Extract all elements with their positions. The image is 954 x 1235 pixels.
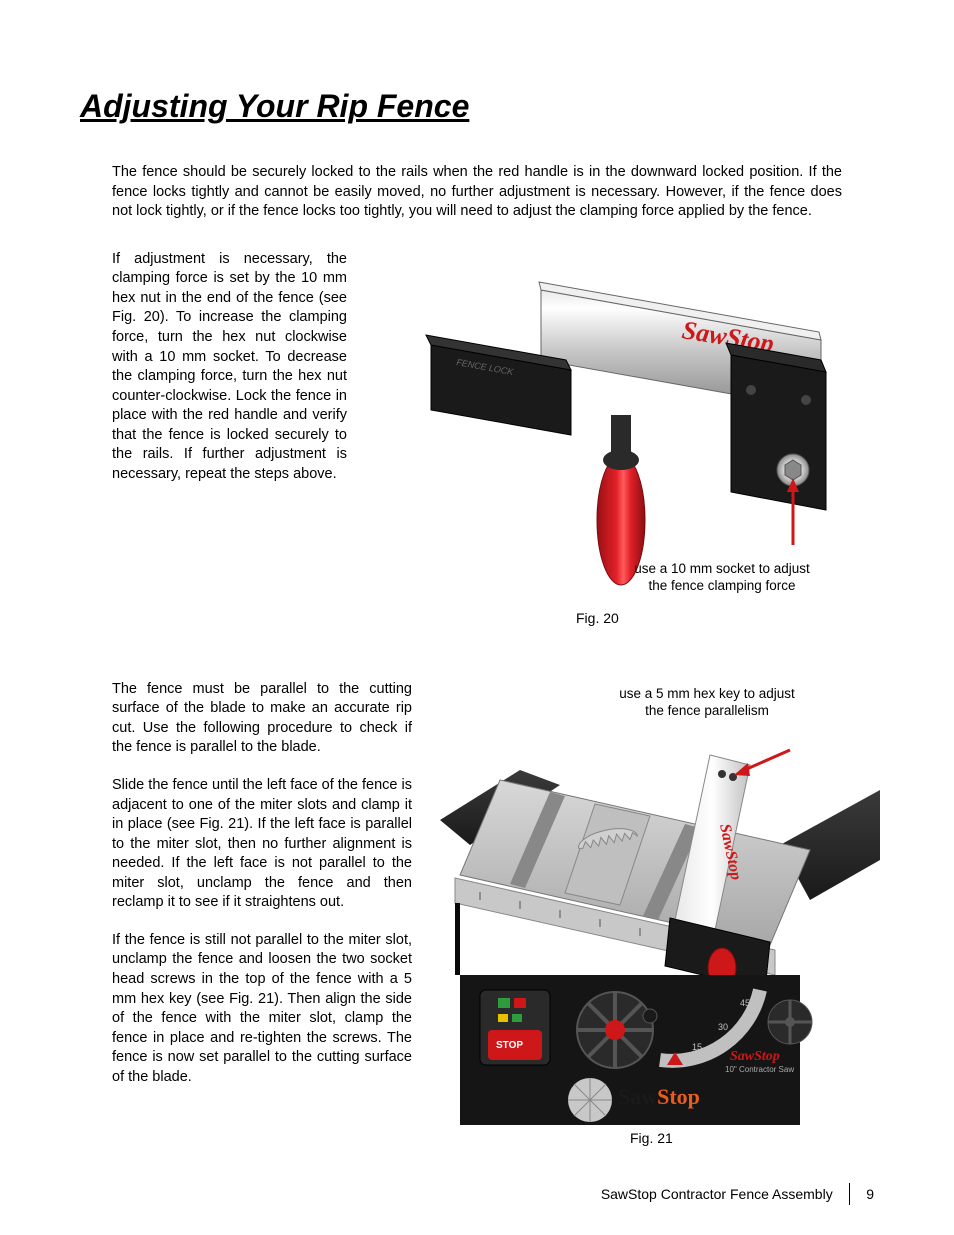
- page-footer: SawStop Contractor Fence Assembly 9: [601, 1183, 874, 1205]
- page-title: Adjusting Your Rip Fence: [80, 88, 874, 125]
- svg-text:15: 15: [692, 1042, 702, 1052]
- svg-text:SawStop: SawStop: [618, 1084, 700, 1109]
- svg-text:STOP: STOP: [496, 1040, 523, 1051]
- page-number: 9: [866, 1186, 874, 1202]
- callout1-line2: the fence clamping force: [648, 578, 795, 593]
- callout1-line1: use a 10 mm socket to adjust: [634, 561, 810, 576]
- footer-text: SawStop Contractor Fence Assembly: [601, 1186, 833, 1202]
- svg-text:45: 45: [740, 998, 750, 1008]
- svg-text:10" Contractor Saw: 10" Contractor Saw: [725, 1065, 794, 1074]
- intro-paragraph: The fence should be securely locked to t…: [80, 163, 874, 222]
- footer-divider: [849, 1183, 851, 1205]
- figure-21-area: use a 5 mm hex key to adjust the fence p…: [440, 680, 842, 1150]
- paragraph-clamping-force: If adjustment is necessary, the clamping…: [112, 250, 347, 620]
- paragraph-parallelism-check: Slide the fence until the left face of t…: [112, 776, 412, 913]
- figure-21-label: Fig. 21: [630, 1130, 673, 1146]
- figure-20-callout: use a 10 mm socket to adjust the fence c…: [612, 560, 832, 595]
- svg-text:SawStop: SawStop: [730, 1049, 780, 1064]
- figure-20-illustration: SawStop FENCE LOCK: [381, 250, 841, 590]
- figure-21-callout: use a 5 mm hex key to adjust the fence p…: [602, 685, 812, 720]
- figure-20-label: Fig. 20: [576, 610, 619, 626]
- figure-20-area: SawStop FENCE LOCK: [371, 250, 842, 620]
- paragraph-parallelism-intro: The fence must be parallel to the cuttin…: [112, 680, 412, 758]
- callout2-line2: the fence parallelism: [645, 703, 769, 718]
- paragraph-parallelism-adjust: If the fence is still not parallel to th…: [112, 931, 412, 1088]
- figure-21-illustration: SawStop: [440, 730, 880, 1130]
- svg-text:30: 30: [718, 1022, 728, 1032]
- callout2-line1: use a 5 mm hex key to adjust: [619, 686, 795, 701]
